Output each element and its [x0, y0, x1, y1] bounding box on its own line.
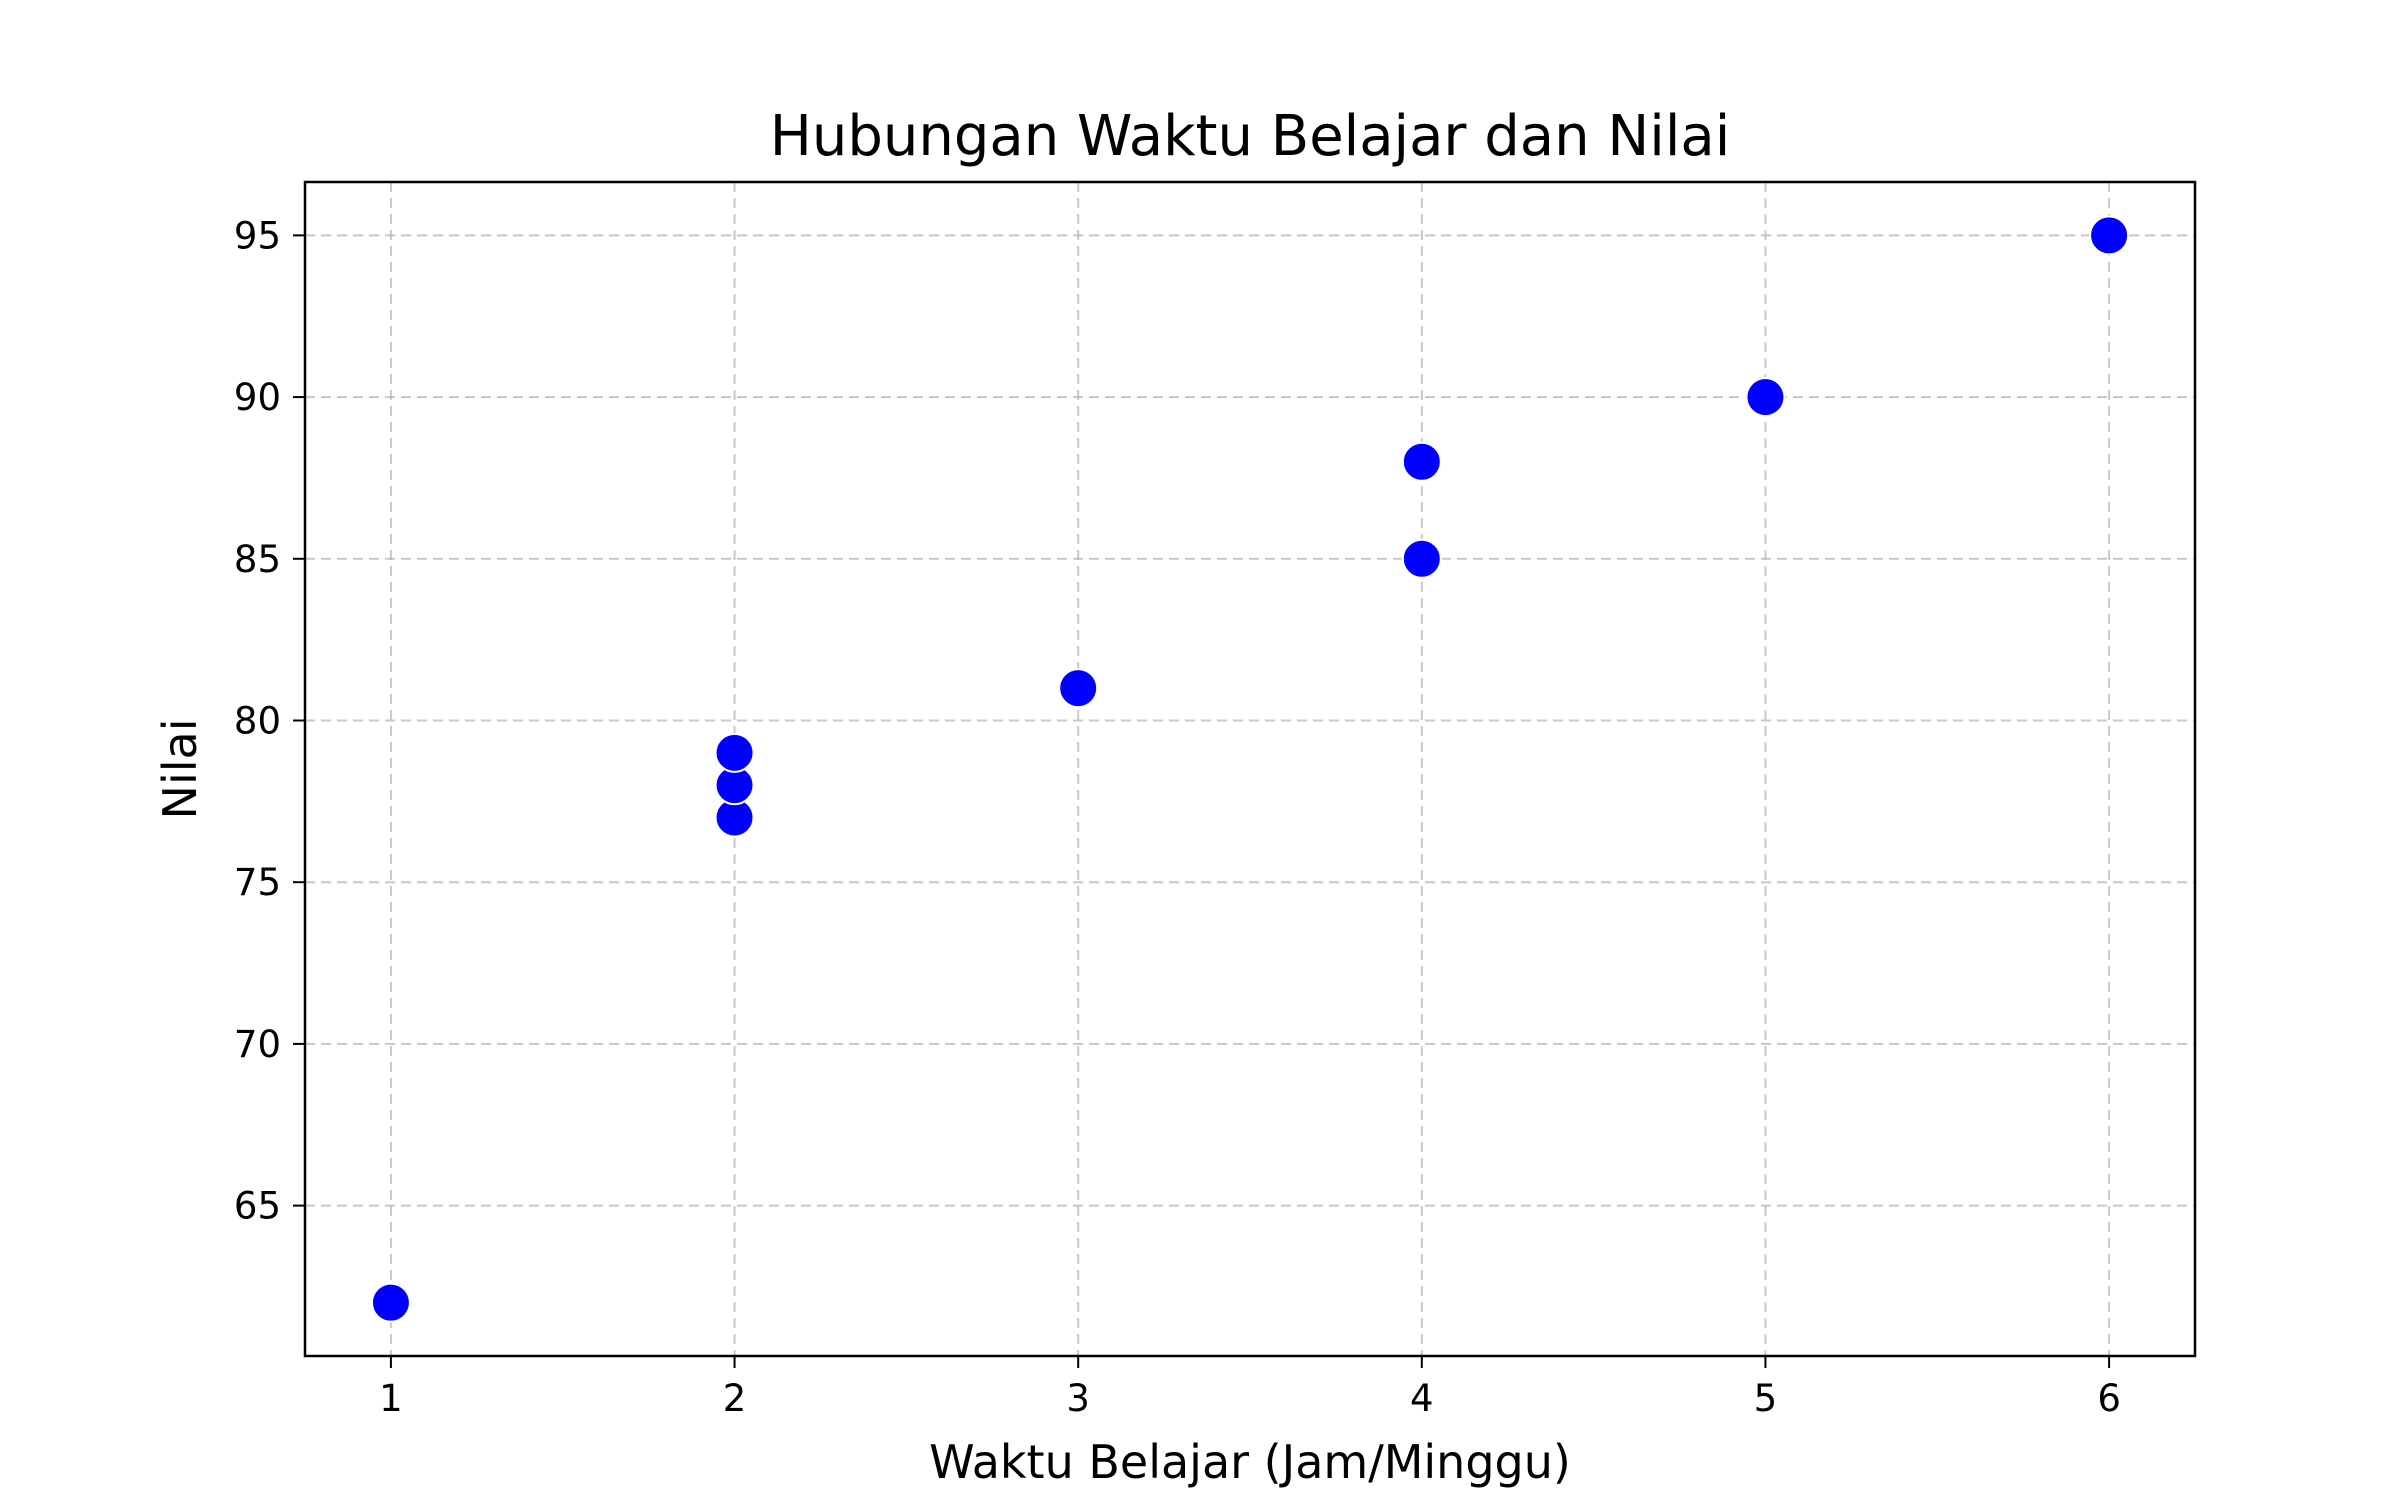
x-tick-label: 3 [1066, 1377, 1090, 1420]
x-axis-label: Waktu Belajar (Jam/Minggu) [929, 1435, 1571, 1489]
chart-title: Hubungan Waktu Belajar dan Nilai [770, 104, 1731, 169]
y-tick-label: 85 [234, 538, 281, 581]
x-tick-label: 1 [379, 1377, 403, 1420]
grid-layer [305, 182, 2195, 1356]
data-point [1401, 441, 1442, 482]
data-point [714, 732, 755, 773]
x-tick-label: 2 [723, 1377, 747, 1420]
data-point [1401, 538, 1442, 579]
data-point [1058, 668, 1099, 709]
y-tick-label: 90 [234, 376, 281, 419]
y-axis-label: Nilai [153, 719, 207, 820]
y-tick-label: 70 [234, 1023, 281, 1066]
plot-frame [303, 180, 2197, 1358]
y-tick-label: 80 [234, 699, 281, 742]
y-tick-label: 95 [234, 214, 281, 257]
point-layer [370, 215, 2130, 1323]
data-point [370, 1282, 411, 1323]
x-tick-label: 6 [2097, 1377, 2121, 1420]
tick-layer: 1 2 3 4 5 6 65 70 75 80 85 90 95 [234, 214, 2121, 1420]
x-tick-label: 5 [1754, 1377, 1778, 1420]
y-tick-label: 75 [234, 861, 281, 904]
data-point [2089, 215, 2130, 256]
data-point [1745, 377, 1786, 418]
x-tick-label: 4 [1410, 1377, 1434, 1420]
y-tick-label: 65 [234, 1185, 281, 1228]
